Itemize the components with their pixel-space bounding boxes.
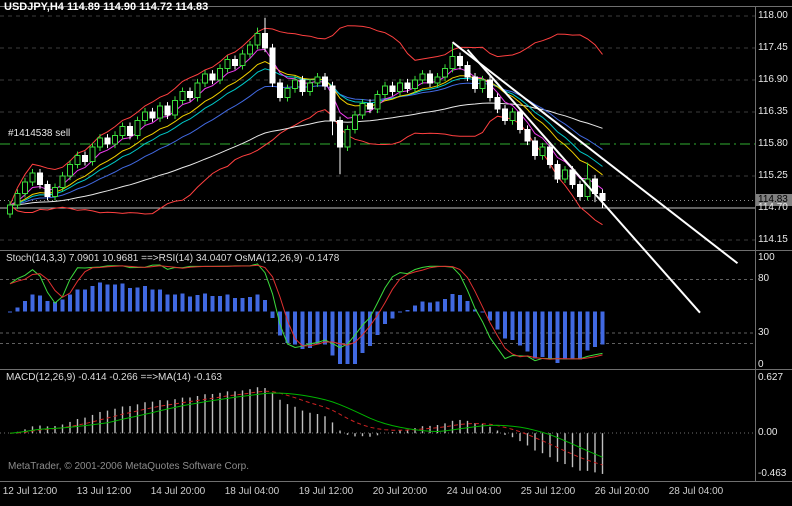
macd-timeaxis-separator	[0, 481, 792, 482]
window-top-border	[0, 6, 792, 7]
stoch-macd-separator[interactable]	[0, 369, 792, 370]
order-label[interactable]: #1414538 sell	[8, 128, 71, 139]
macd-indicator-label: MACD(12,26,9) -0.414 -0.266 ==>MA(14) -0…	[6, 372, 222, 383]
stoch-indicator-label: Stoch(14,3,3) 7.0901 10.9681 ==>RSI(14) …	[6, 253, 340, 264]
watermark: MetaTrader, © 2001-2006 MetaQuotes Softw…	[8, 461, 250, 472]
price-axis-separator	[755, 6, 756, 481]
bid-price-tag: 114.83	[756, 194, 792, 206]
chart-title: USDJPY,H4 114.89 114.90 114.72 114.83	[4, 1, 209, 13]
main-stoch-separator[interactable]	[0, 250, 792, 251]
